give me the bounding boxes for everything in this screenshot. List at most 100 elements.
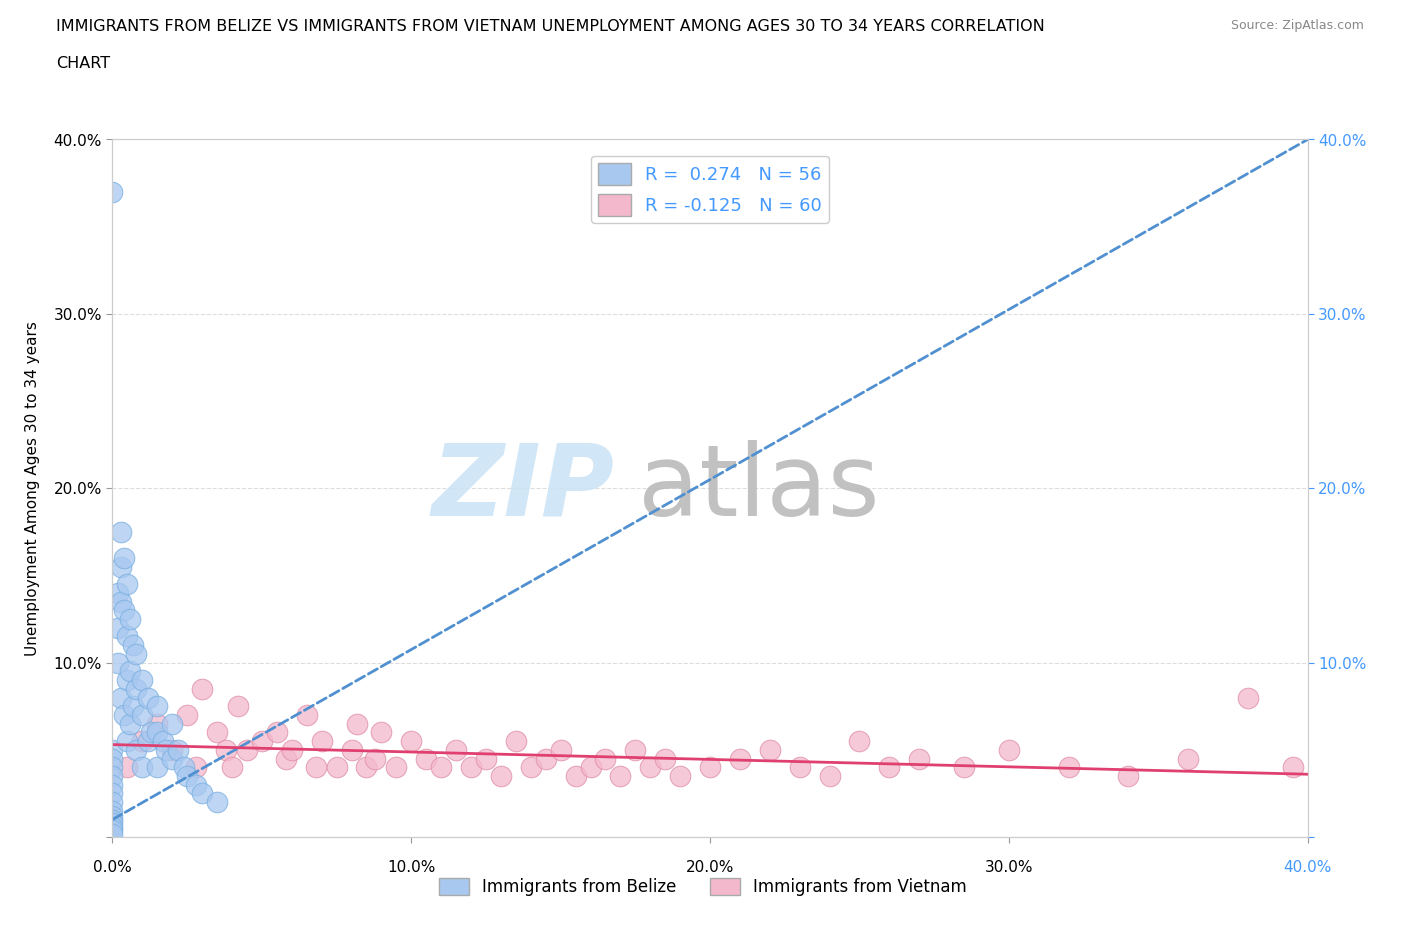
Point: [505, 734, 527, 749]
Point: [654, 751, 676, 766]
Point: [908, 751, 931, 766]
Point: [131, 672, 153, 687]
Point: [176, 768, 198, 783]
Point: [266, 725, 288, 740]
Point: [236, 742, 259, 757]
Point: [311, 734, 333, 749]
Point: [155, 742, 177, 757]
Point: [101, 812, 124, 827]
Point: [152, 734, 174, 749]
Point: [101, 742, 124, 757]
Point: [125, 682, 148, 697]
Point: [125, 742, 148, 757]
Point: [117, 734, 139, 749]
Point: [114, 708, 135, 723]
Point: [877, 760, 901, 775]
Point: [110, 690, 132, 705]
Point: [370, 725, 392, 740]
Point: [520, 760, 543, 775]
Point: [131, 760, 153, 775]
Point: [953, 760, 976, 775]
Point: [125, 646, 148, 661]
Point: [117, 577, 139, 591]
Text: ZIP: ZIP: [432, 440, 614, 537]
Point: [998, 742, 1021, 757]
Point: [250, 734, 273, 749]
Point: [117, 629, 139, 644]
Point: [550, 742, 572, 757]
Point: [162, 751, 183, 766]
Legend: Immigrants from Belize, Immigrants from Vietnam: Immigrants from Belize, Immigrants from …: [432, 871, 974, 903]
Point: [141, 725, 163, 740]
Point: [624, 742, 647, 757]
Point: [101, 823, 124, 838]
Point: [120, 716, 142, 731]
Point: [564, 768, 586, 783]
Point: [475, 751, 498, 766]
Point: [101, 804, 124, 818]
Point: [281, 742, 304, 757]
Point: [215, 742, 238, 757]
Point: [110, 525, 132, 539]
Point: [340, 742, 363, 757]
Point: [110, 559, 132, 574]
Point: [534, 751, 557, 766]
Point: [186, 760, 208, 775]
Point: [325, 760, 347, 775]
Point: [120, 664, 142, 679]
Point: [789, 760, 811, 775]
Point: [101, 751, 124, 766]
Point: [122, 638, 145, 653]
Point: [1281, 760, 1303, 775]
Point: [221, 760, 243, 775]
Point: [101, 826, 124, 841]
Point: [444, 742, 467, 757]
Text: CHART: CHART: [56, 56, 110, 71]
Point: [1237, 690, 1260, 705]
Point: [699, 760, 721, 775]
Point: [176, 708, 198, 723]
Point: [114, 551, 135, 565]
Point: [1118, 768, 1140, 783]
Point: [101, 809, 124, 824]
Text: IMMIGRANTS FROM BELIZE VS IMMIGRANTS FROM VIETNAM UNEMPLOYMENT AMONG AGES 30 TO : IMMIGRANTS FROM BELIZE VS IMMIGRANTS FRO…: [56, 19, 1045, 33]
Point: [728, 751, 751, 766]
Point: [295, 708, 318, 723]
Point: [162, 716, 183, 731]
Point: [415, 751, 437, 766]
Point: [1057, 760, 1080, 775]
Point: [364, 751, 387, 766]
Text: 30.0%: 30.0%: [984, 860, 1033, 875]
Point: [114, 603, 135, 618]
Y-axis label: Unemployment Among Ages 30 to 34 years: Unemployment Among Ages 30 to 34 years: [25, 321, 39, 656]
Point: [138, 690, 160, 705]
Text: Source: ZipAtlas.com: Source: ZipAtlas.com: [1230, 19, 1364, 32]
Point: [131, 708, 153, 723]
Point: [595, 751, 617, 766]
Point: [669, 768, 692, 783]
Point: [117, 760, 139, 775]
Point: [146, 760, 169, 775]
Point: [609, 768, 631, 783]
Point: [101, 816, 124, 830]
Point: [107, 586, 129, 601]
Point: [107, 656, 129, 671]
Point: [101, 768, 124, 783]
Point: [356, 760, 378, 775]
Text: 40.0%: 40.0%: [1284, 860, 1331, 875]
Point: [191, 786, 214, 801]
Point: [146, 725, 169, 740]
Point: [304, 760, 326, 775]
Point: [346, 716, 368, 731]
Point: [101, 786, 124, 801]
Point: [162, 742, 183, 757]
Point: [401, 734, 423, 749]
Text: atlas: atlas: [638, 440, 880, 537]
Point: [460, 760, 482, 775]
Point: [167, 742, 190, 757]
Point: [131, 734, 153, 749]
Point: [489, 768, 512, 783]
Point: [226, 698, 249, 713]
Point: [110, 594, 132, 609]
Point: [122, 698, 145, 713]
